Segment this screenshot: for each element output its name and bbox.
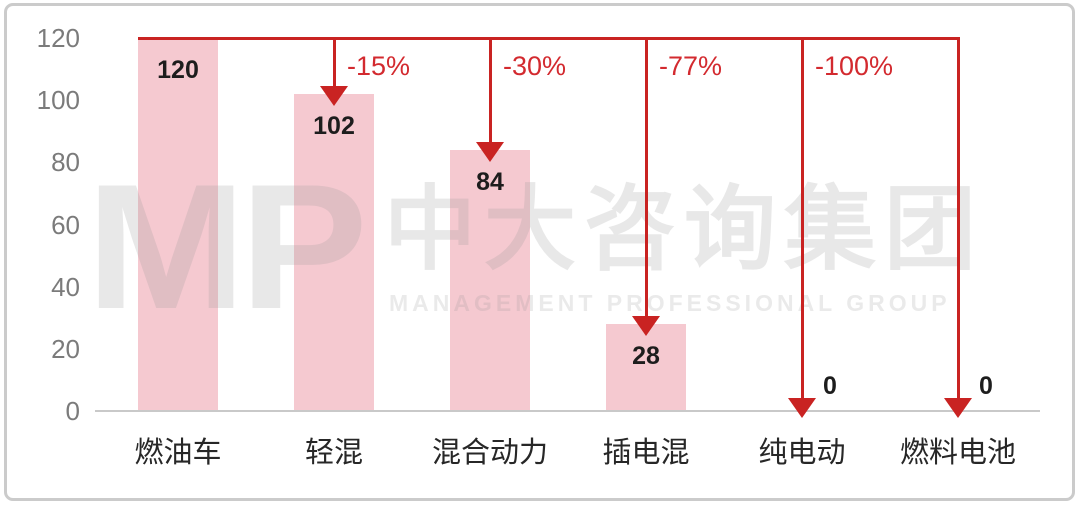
y-tick-label: 0	[65, 396, 80, 426]
category-label: 纯电动	[758, 437, 846, 469]
drop-arrowhead-icon	[632, 315, 660, 336]
category-label: 轻混	[304, 437, 363, 469]
bar-value-label: 28	[632, 341, 660, 370]
bar-value-label: 84	[476, 167, 504, 196]
drop-arrow-line	[488, 39, 492, 142]
bar-value-label: 120	[157, 56, 199, 84]
drop-pct-label: -30%	[503, 51, 567, 81]
drop-pct-label: -100%	[815, 51, 894, 81]
drop-arrowhead-icon	[476, 141, 504, 162]
drop-pct-label: -15%	[347, 51, 411, 81]
bar-value-label: 0	[979, 372, 993, 400]
y-tick-label: 100	[36, 85, 80, 116]
bar	[450, 149, 530, 411]
drop-arrowhead-icon	[944, 398, 972, 418]
drop-arrowhead-icon	[320, 85, 348, 106]
drop-arrowhead-icon	[788, 398, 816, 418]
category-label: 混合动力	[431, 437, 548, 469]
bar	[606, 323, 686, 411]
drop-arrow-line	[332, 39, 336, 86]
drop-pct-label: -77%	[659, 51, 723, 81]
y-tick-label: 20	[51, 333, 80, 364]
bar	[138, 38, 218, 411]
x-axis-line	[95, 410, 1040, 412]
category-label: 插电混	[602, 437, 690, 469]
y-tick-label: 80	[51, 147, 80, 178]
bar-value-label: 102	[313, 111, 355, 140]
drop-arrow-line	[644, 39, 648, 316]
bar	[294, 93, 374, 411]
y-tick-label: 60	[51, 209, 80, 240]
top-reference-line	[138, 37, 960, 40]
drop-arrow-line	[956, 39, 960, 398]
category-label: 燃油车	[134, 437, 222, 469]
y-tick-label: 120	[36, 23, 80, 53]
y-tick-label: 40	[51, 271, 80, 302]
drop-arrow-line	[800, 39, 804, 398]
bar-value-label: 0	[823, 372, 837, 400]
category-label: 燃料电池	[899, 437, 1016, 469]
